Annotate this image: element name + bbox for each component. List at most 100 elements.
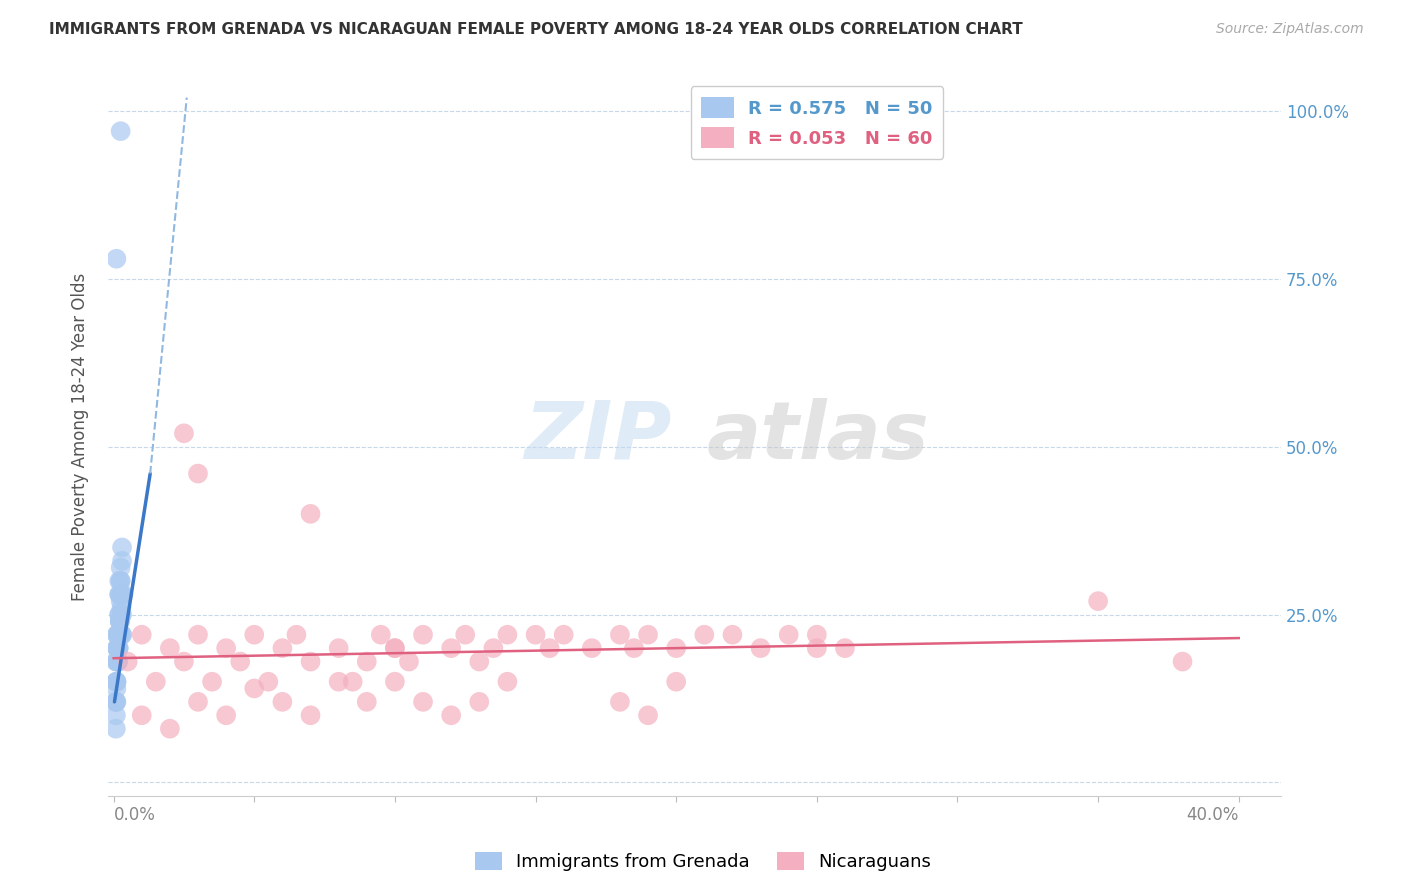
Point [110,560,132,574]
Text: 0.0%: 0.0% [114,806,156,824]
Point [108,587,131,601]
Text: ZIP: ZIP [523,398,671,475]
Point [105,674,128,689]
Point [356,655,378,669]
Point [412,695,434,709]
Point [107,655,129,669]
Point [107,641,129,656]
Point [105,674,128,689]
Point [110,124,132,138]
Point [187,695,209,709]
Legend: Immigrants from Grenada, Nicaraguans: Immigrants from Grenada, Nicaraguans [467,845,939,879]
Point [111,541,134,555]
Point [173,655,195,669]
Point [110,607,132,622]
Point [107,628,129,642]
Point [384,641,406,656]
Point [105,628,128,642]
Point [496,674,519,689]
Point [104,695,127,709]
Point [215,641,238,656]
Point [108,607,131,622]
Point [271,695,294,709]
Legend: R = 0.575   N = 50, R = 0.053   N = 60: R = 0.575 N = 50, R = 0.053 N = 60 [690,87,943,159]
Point [104,722,127,736]
Point [440,641,463,656]
Point [328,674,350,689]
Point [482,641,505,656]
Point [105,252,128,266]
Point [108,628,131,642]
Point [299,655,322,669]
Point [229,655,252,669]
Point [384,674,406,689]
Point [105,628,128,642]
Point [806,641,828,656]
Point [107,655,129,669]
Point [243,628,266,642]
Point [609,628,631,642]
Point [104,655,127,669]
Point [107,641,129,656]
Point [187,628,209,642]
Point [609,695,631,709]
Point [110,594,132,608]
Point [104,708,127,723]
Point [107,628,129,642]
Point [1087,594,1109,608]
Point [342,674,364,689]
Point [107,655,129,669]
Point [440,708,463,723]
Text: Source: ZipAtlas.com: Source: ZipAtlas.com [1216,22,1364,37]
Point [257,674,280,689]
Point [111,554,134,568]
Point [111,628,134,642]
Point [553,628,575,642]
Point [107,628,129,642]
Point [637,628,659,642]
Point [105,674,128,689]
Text: atlas: atlas [706,398,929,475]
Point [243,681,266,696]
Point [131,708,153,723]
Point [131,628,153,642]
Point [496,628,519,642]
Point [299,507,322,521]
Point [110,574,132,588]
Text: IMMIGRANTS FROM GRENADA VS NICARAGUAN FEMALE POVERTY AMONG 18-24 YEAR OLDS CORRE: IMMIGRANTS FROM GRENADA VS NICARAGUAN FE… [49,22,1024,37]
Point [108,628,131,642]
Point [108,615,131,629]
Point [398,655,420,669]
Point [356,695,378,709]
Point [110,600,132,615]
Point [581,641,603,656]
Point [108,607,131,622]
Point [665,674,688,689]
Point [271,641,294,656]
Point [187,467,209,481]
Point [110,587,132,601]
Text: 40.0%: 40.0% [1187,806,1239,824]
Point [107,641,129,656]
Point [105,641,128,656]
Point [104,695,127,709]
Point [721,628,744,642]
Point [145,674,167,689]
Point [749,641,772,656]
Point [110,574,132,588]
Point [108,615,131,629]
Point [107,655,129,669]
Point [468,695,491,709]
Point [111,628,134,642]
Point [105,695,128,709]
Point [159,722,181,736]
Point [108,615,131,629]
Point [778,628,800,642]
Point [693,628,716,642]
Point [117,655,139,669]
Point [105,641,128,656]
Point [384,641,406,656]
Point [538,641,561,656]
Point [1171,655,1194,669]
Point [111,607,134,622]
